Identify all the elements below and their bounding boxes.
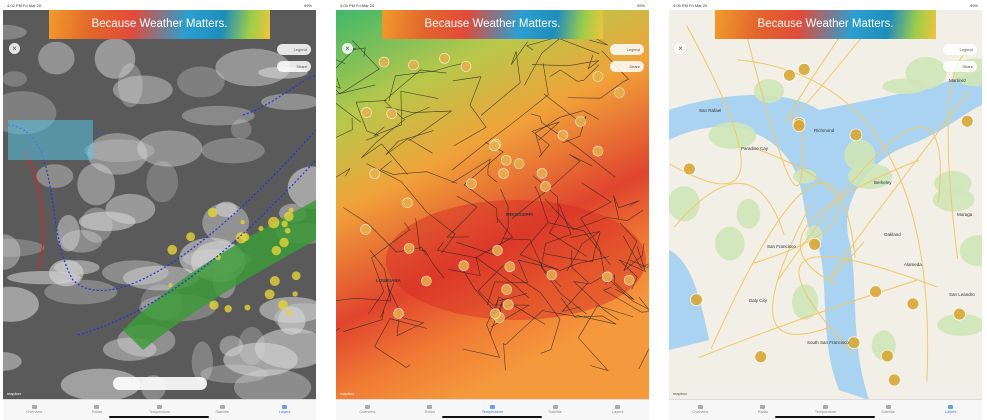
ipad-screen: 4:05 PM Fri Mar 20 99% Because Weather Mat…	[669, 0, 982, 420]
map-image	[3, 10, 316, 406]
tab[interactable]: Radar	[399, 400, 462, 420]
tab[interactable]: Overview	[3, 400, 66, 420]
map-label: Moraga	[957, 212, 973, 217]
map-label: Martinez	[949, 78, 967, 83]
map-button[interactable]: Share	[943, 61, 977, 72]
tab[interactable]: Satellite	[191, 400, 254, 420]
map-label: MISSISSIPPI	[506, 212, 533, 217]
status-bar: 4:02 PM Fri Mar 20 99%	[3, 0, 316, 10]
map	[3, 10, 316, 406]
tab-bar: Overview Radar Temperature Satellite Layers	[336, 399, 649, 420]
map	[669, 10, 982, 400]
tab[interactable]: Temperature	[128, 400, 191, 420]
map-label: Alameda	[904, 262, 922, 267]
tab[interactable]: Temperature	[794, 400, 857, 420]
home-indicator	[775, 416, 875, 418]
map-label: South San Francisco	[807, 340, 849, 345]
map-label: San Leandro	[949, 292, 975, 297]
map-label: Paradise Cay	[741, 146, 769, 151]
tab[interactable]: Layers	[586, 400, 649, 420]
map-label: San Francisco	[767, 244, 796, 249]
tab[interactable]: Radar	[732, 400, 795, 420]
tab[interactable]: Overview	[336, 400, 399, 420]
map-label: San Rafael	[699, 108, 722, 113]
home-indicator	[442, 416, 542, 418]
playback-slider[interactable]	[113, 377, 207, 390]
map	[336, 10, 649, 400]
map-label: LOUISIANA	[376, 278, 401, 283]
ipad-screen: 4:04 PM Fri Mar 20 99% Because Weather Mat…	[336, 0, 649, 420]
close-button[interactable]: ×	[675, 43, 686, 54]
attribution: mapbox	[7, 391, 22, 396]
tab[interactable]: Overview	[669, 400, 732, 420]
map-button[interactable]: Share	[277, 61, 311, 72]
tab[interactable]: Layers	[253, 400, 316, 420]
banner: Because Weather Matters.	[382, 10, 603, 39]
status-bar: 4:04 PM Fri Mar 20 99%	[336, 0, 649, 10]
map-button[interactable]: Share	[610, 61, 644, 72]
banner: Because Weather Matters.	[49, 10, 270, 39]
tab[interactable]: Temperature	[461, 400, 524, 420]
tab[interactable]: Satellite	[524, 400, 587, 420]
attribution: mapbox	[340, 391, 355, 396]
status-battery: 99%	[969, 3, 978, 8]
status-time: 4:04 PM Fri Mar 20	[340, 3, 375, 8]
status-time: 4:05 PM Fri Mar 20	[673, 3, 708, 8]
tab[interactable]: Satellite	[857, 400, 920, 420]
tab[interactable]: Radar	[66, 400, 129, 420]
status-bar: 4:05 PM Fri Mar 20 99%	[669, 0, 982, 10]
map-button[interactable]: Legend	[943, 44, 977, 55]
map-label: Berkeley	[874, 180, 892, 185]
map-button[interactable]: Legend	[277, 44, 311, 55]
map-button[interactable]: Legend	[610, 44, 644, 55]
map-image	[336, 10, 649, 400]
tab-bar: Overview Radar Temperature Satellite Layers	[669, 399, 982, 420]
status-time: 4:02 PM Fri Mar 20	[7, 3, 42, 8]
banner: Because Weather Matters.	[715, 10, 936, 39]
map-label: H	[99, 130, 103, 135]
ipad-screen: 4:02 PM Fri Mar 20 99% Because Weather Mat…	[3, 0, 316, 420]
status-battery: 99%	[303, 3, 312, 8]
home-indicator	[109, 416, 209, 418]
map-label: Oakland	[884, 232, 901, 237]
map-label: Richmond	[814, 128, 835, 133]
tab-bar: Overview Radar Temperature Satellite Layers	[3, 399, 316, 420]
map-image	[669, 10, 982, 400]
tab[interactable]: Layers	[919, 400, 982, 420]
attribution: mapbox	[673, 391, 688, 396]
map-label: Daly City	[749, 298, 768, 303]
close-button[interactable]: ×	[342, 43, 353, 54]
status-battery: 99%	[636, 3, 645, 8]
close-button[interactable]: ×	[9, 43, 20, 54]
